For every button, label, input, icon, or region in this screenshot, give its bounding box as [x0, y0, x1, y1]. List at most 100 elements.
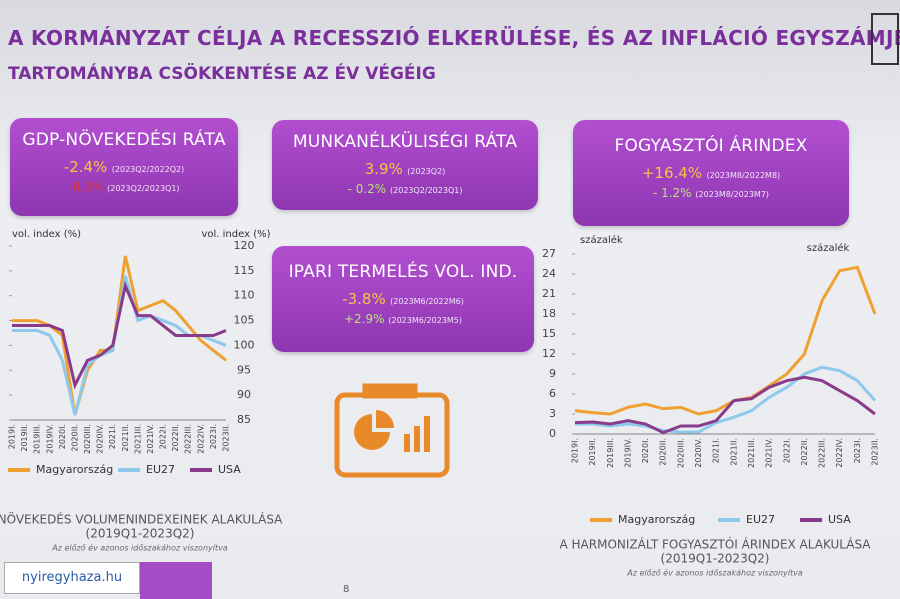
industry-box: IPARI TERMELÉS VOL. IND. -3.8% (2023M6/2…	[272, 246, 534, 352]
box-value: -0.3%	[68, 180, 104, 194]
y-tick-label: 115	[234, 264, 255, 277]
x-tick-label: 2023II.	[871, 438, 880, 466]
x-tick-label: 2022III.	[184, 424, 193, 454]
decor-bar	[140, 562, 212, 599]
chart-title: A HARMONIZÁLT FOGYASZTÓI ÁRINDEX ALAKULÁ…	[560, 537, 872, 552]
x-tick-label: 2019IV.	[623, 438, 632, 468]
x-tick-label: 2022II.	[171, 424, 180, 452]
x-tick-label: 2020IV.	[694, 438, 703, 468]
chart-subtitle: (2019Q1-2023Q2)	[86, 527, 195, 541]
x-tick-label: 2023I.	[209, 424, 218, 449]
y-tick-label: 12	[542, 347, 556, 360]
y-axis-label: vol. index (%)	[12, 229, 81, 240]
x-tick-label: 2021I.	[712, 438, 721, 463]
series-line	[575, 365, 877, 434]
x-tick-label: 2022II.	[800, 438, 809, 466]
y-tick-label: 27	[542, 247, 556, 260]
x-tick-label: 2020III.	[83, 424, 92, 454]
y-tick-label: 3	[549, 407, 556, 420]
title: TARTOMÁNYBA CSÖKKENTÉSE AZ ÉV VÉGÉIG	[8, 64, 436, 84]
box-value: +16.4%	[641, 164, 703, 182]
legend-label: EU27	[746, 513, 775, 526]
x-tick-label: 2019I.	[571, 438, 580, 463]
y-tick-label: 21	[542, 287, 556, 300]
box-value: +2.9%	[343, 312, 385, 326]
box-period: (2023Q2/2023Q1)	[390, 186, 463, 195]
title: A KORMÁNYZAT CÉLJA A RECESSZIÓ ELKERÜLÉS…	[8, 26, 900, 50]
x-tick-label: 2020II.	[659, 438, 668, 466]
y-tick-label: 85	[237, 413, 251, 426]
box-value: - 0.2%	[347, 182, 387, 196]
legend-label: USA	[218, 463, 241, 476]
box-title: IPARI TERMELÉS VOL. IND.	[288, 262, 518, 282]
x-tick-label: 2022I.	[159, 424, 168, 449]
legend-label: Magyarország	[618, 513, 695, 526]
unemployment-box: MUNKANÉLKÜLISÉGI RÁTA 3.9% (2023Q2) - 0.…	[272, 120, 538, 210]
x-tick-label: 2020I.	[641, 438, 650, 463]
y-tick-label: 95	[237, 363, 251, 376]
x-tick-label: 2019III.	[33, 424, 42, 454]
chart-note: Az előző év azonos időszakához viszonyít…	[51, 543, 228, 553]
box-value: - 1.2%	[652, 186, 692, 200]
y-tick-label: 0	[549, 427, 556, 440]
y-tick-label: 100	[234, 338, 255, 351]
x-tick-label: 2021I.	[108, 424, 117, 449]
y-tick-label: 105	[234, 314, 255, 327]
chart-title: NÖVEKEDÉS VOLUMENINDEXEINEK ALAKULÁSA	[0, 511, 283, 527]
x-tick-label: 2022IV.	[196, 424, 205, 454]
y-tick-label: 9	[549, 367, 556, 380]
x-tick-label: 2020III.	[676, 438, 685, 468]
x-tick-label: 2020II.	[70, 424, 79, 452]
box-period: (2023Q2/2023Q1)	[107, 184, 180, 193]
legend-label: USA	[828, 513, 851, 526]
x-tick-label: 2021III.	[133, 424, 142, 454]
legend-label: Magyarország	[36, 463, 113, 476]
box-period: (2023M8/2023M7)	[695, 190, 770, 199]
box-title: MUNKANÉLKÜLISÉGI RÁTA	[292, 132, 518, 152]
y2-axis-label: százalék	[807, 242, 850, 254]
presentation-icon	[334, 383, 450, 478]
x-tick-label: 2023II.	[222, 424, 231, 452]
x-tick-label: 2019II.	[588, 438, 597, 466]
y-tick-label: 110	[234, 289, 255, 302]
x-tick-label: 2021IV.	[765, 438, 774, 468]
box-period: (2023M6/2022M6)	[390, 297, 464, 306]
box-value: 3.9%	[364, 160, 403, 178]
box-period: (2023M8/2022M8)	[706, 171, 781, 180]
box-period: (2023Q2/2022Q2)	[111, 165, 185, 174]
chart-note: Az előző év azonos időszakához viszonyít…	[626, 568, 803, 578]
x-tick-label: 2019II.	[20, 424, 29, 452]
box-value: -3.8%	[342, 290, 386, 308]
box-period: (2023Q2)	[407, 167, 446, 176]
x-tick-label: 2021II.	[121, 424, 130, 452]
x-tick-label: 2022I.	[782, 438, 791, 463]
y-tick-label: 120	[234, 239, 255, 252]
x-tick-label: 2021II.	[729, 438, 738, 466]
y-tick-label: 90	[237, 388, 251, 401]
y-tick-label: 18	[542, 307, 556, 320]
y2-axis-label: vol. index (%)	[201, 229, 270, 240]
page-number: 8	[343, 584, 350, 595]
box-value: -2.4%	[63, 158, 108, 176]
x-tick-label: 2023I.	[853, 438, 862, 463]
x-tick-label: 2020IV.	[96, 424, 105, 454]
y-tick-label: 6	[549, 387, 556, 400]
box-title: FOGYASZTÓI ÁRINDEX	[614, 136, 808, 156]
y-tick-label: 15	[542, 327, 556, 340]
x-tick-label: 2021IV.	[146, 424, 155, 454]
box-title: GDP-NÖVEKEDÉSI RÁTA	[22, 130, 226, 150]
box-period: (2023M6/2023M5)	[388, 316, 462, 325]
y-axis-label: százalék	[580, 234, 623, 246]
x-tick-label: 2022IV.	[835, 438, 844, 468]
legend-label: EU27	[146, 463, 175, 476]
x-tick-label: 2022III.	[818, 438, 827, 468]
chart-subtitle: (2019Q1-2023Q2)	[661, 552, 770, 566]
x-tick-label: 2021III.	[747, 438, 756, 468]
gdp-box: GDP-NÖVEKEDÉSI RÁTA -2.4% (2023Q2/2022Q2…	[10, 118, 238, 216]
y-tick-label: 24	[542, 267, 556, 280]
series-line	[574, 265, 877, 416]
x-tick-label: 2019III.	[606, 438, 615, 468]
series-line	[574, 375, 876, 435]
